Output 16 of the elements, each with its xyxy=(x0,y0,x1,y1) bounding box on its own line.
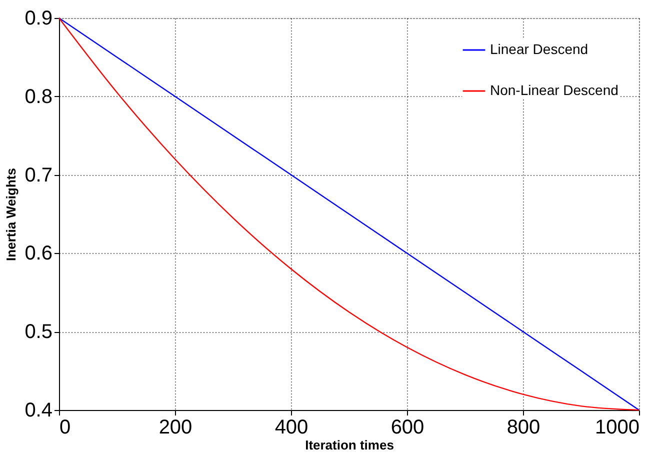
x-tick-label: 1000 xyxy=(595,416,640,438)
legend-label: Non-Linear Descend xyxy=(490,82,618,98)
legend-label: Linear Descend xyxy=(490,41,588,57)
y-tick-label: 0.7 xyxy=(24,164,52,186)
x-tick-label: 400 xyxy=(274,416,308,438)
y-tick-label: 0.6 xyxy=(24,242,52,265)
y-axis-title: Inertia Weights xyxy=(4,168,19,261)
x-tick-label: 200 xyxy=(158,416,192,438)
y-tick-label: 0.8 xyxy=(24,86,52,108)
x-axis-title: Iteration times xyxy=(305,438,394,452)
y-tick-label: 0.4 xyxy=(24,400,52,422)
x-tick-label: 0 xyxy=(60,416,71,438)
y-tick-label: 0.9 xyxy=(24,8,52,30)
y-tick-label: 0.5 xyxy=(24,321,52,344)
x-tick-label: 800 xyxy=(506,416,540,438)
x-tick-label: 600 xyxy=(390,416,424,438)
